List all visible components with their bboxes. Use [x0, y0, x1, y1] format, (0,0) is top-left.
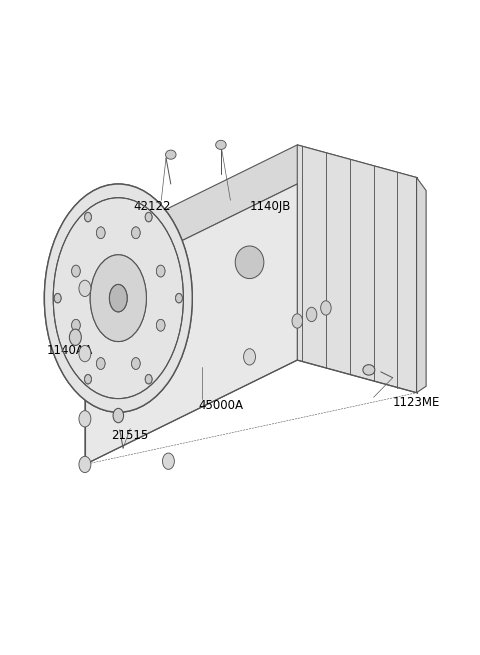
Ellipse shape [156, 265, 165, 277]
Text: 21515: 21515 [112, 428, 149, 441]
Ellipse shape [176, 293, 182, 303]
Ellipse shape [72, 265, 80, 277]
Polygon shape [85, 145, 417, 288]
Ellipse shape [156, 320, 165, 331]
Ellipse shape [44, 184, 192, 412]
Ellipse shape [109, 284, 127, 312]
Polygon shape [417, 178, 426, 393]
Text: 1140AA: 1140AA [47, 344, 93, 357]
Ellipse shape [79, 280, 91, 297]
Ellipse shape [321, 301, 331, 315]
Ellipse shape [145, 374, 152, 384]
Ellipse shape [72, 265, 80, 277]
Ellipse shape [175, 293, 182, 303]
Ellipse shape [96, 227, 105, 238]
Ellipse shape [72, 320, 80, 331]
Ellipse shape [132, 227, 140, 238]
Ellipse shape [235, 246, 264, 278]
Ellipse shape [70, 329, 81, 345]
Ellipse shape [84, 375, 91, 384]
Ellipse shape [79, 411, 91, 427]
Ellipse shape [113, 408, 123, 422]
Ellipse shape [84, 374, 92, 384]
Ellipse shape [145, 212, 152, 221]
Ellipse shape [90, 255, 146, 341]
Ellipse shape [162, 453, 174, 470]
Ellipse shape [156, 265, 165, 277]
Ellipse shape [84, 212, 92, 222]
Text: 45000A: 45000A [198, 400, 243, 412]
Ellipse shape [145, 212, 152, 222]
Ellipse shape [243, 348, 255, 365]
Text: 1140JB: 1140JB [250, 200, 291, 214]
Ellipse shape [292, 314, 302, 328]
Ellipse shape [145, 375, 152, 384]
Ellipse shape [44, 184, 192, 412]
Ellipse shape [216, 140, 226, 149]
Ellipse shape [109, 284, 127, 312]
Ellipse shape [79, 345, 91, 362]
Ellipse shape [156, 320, 165, 331]
Ellipse shape [166, 150, 176, 159]
Ellipse shape [96, 358, 105, 369]
Ellipse shape [90, 255, 146, 341]
Ellipse shape [54, 293, 61, 303]
Ellipse shape [72, 320, 80, 331]
Ellipse shape [363, 365, 375, 375]
Ellipse shape [79, 457, 91, 473]
Ellipse shape [84, 212, 91, 221]
Ellipse shape [96, 358, 105, 369]
Ellipse shape [132, 358, 140, 369]
Ellipse shape [132, 227, 140, 238]
Polygon shape [297, 145, 417, 393]
Ellipse shape [132, 358, 140, 369]
Ellipse shape [96, 227, 105, 238]
Text: 42122: 42122 [133, 200, 171, 214]
Ellipse shape [54, 293, 61, 303]
Text: 1123ME: 1123ME [393, 396, 440, 409]
Polygon shape [85, 184, 297, 464]
Ellipse shape [306, 307, 317, 322]
